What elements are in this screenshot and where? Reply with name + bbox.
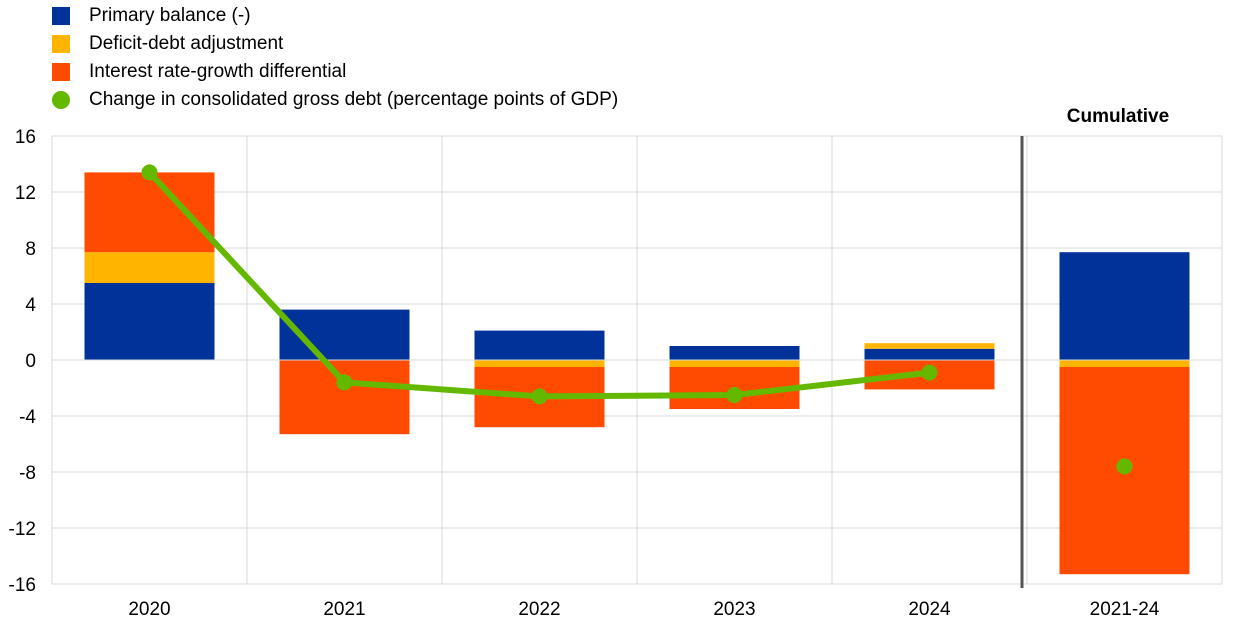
x-tick-label: 2020 <box>128 599 170 620</box>
bar-segment <box>474 330 605 360</box>
y-tick-label: 16 <box>15 127 36 148</box>
x-tick-label: 2021-24 <box>1090 599 1160 620</box>
y-tick-label: 8 <box>25 239 36 260</box>
bar-segment <box>669 346 800 360</box>
debt-change-point <box>531 388 548 405</box>
debt-change-point <box>726 387 743 403</box>
x-axis: 2020 2021 2022 2023 2024 2021-24 <box>128 599 1159 620</box>
legend-item: Deficit-debt adjustment <box>52 30 618 58</box>
legend-label: Deficit-debt adjustment <box>89 33 284 54</box>
y-tick-label: -8 <box>19 463 36 484</box>
legend-label: Change in consolidated gross debt (perce… <box>89 89 619 110</box>
y-tick-label: -4 <box>19 407 36 428</box>
bar-segment <box>279 360 410 435</box>
debt-change-point <box>1116 458 1133 475</box>
bar-segment <box>84 172 215 253</box>
bar-segment <box>474 360 605 367</box>
legend-swatch <box>52 35 70 53</box>
y-tick-label: 0 <box>25 351 36 372</box>
y-axis: 16 12 8 4 0 -4 -8 -12 -16 <box>9 127 37 596</box>
legend-label: Interest rate-growth differential <box>89 61 347 82</box>
debt-change-line <box>141 164 1133 475</box>
bar-segment <box>864 343 995 349</box>
cumulative-label: Cumulative <box>1067 106 1169 127</box>
y-tick-label: 4 <box>25 295 36 316</box>
legend-label: Primary balance (-) <box>89 5 251 26</box>
x-tick-label: 2024 <box>908 599 951 620</box>
debt-change-point <box>921 364 938 381</box>
bar-segment <box>1059 360 1190 367</box>
bar-segment <box>864 348 995 360</box>
x-tick-label: 2023 <box>713 599 755 620</box>
legend-item: Interest rate-growth differential <box>52 58 618 86</box>
x-tick-label: 2022 <box>518 599 560 620</box>
debt-change-point <box>336 374 353 391</box>
debt-change-point <box>141 164 158 181</box>
y-tick-label: -16 <box>9 575 36 596</box>
legend-swatch <box>52 63 70 81</box>
bar-segment <box>669 360 800 367</box>
x-tick-label: 2021 <box>323 599 365 620</box>
y-tick-label: -12 <box>9 519 36 540</box>
legend-swatch <box>52 7 70 25</box>
bar-segment <box>84 252 215 283</box>
bar-segment <box>1059 252 1190 360</box>
legend-marker <box>52 91 70 109</box>
bar-segment <box>84 283 215 360</box>
legend: Primary balance (-) Deficit-debt adjustme… <box>52 2 618 114</box>
y-tick-label: 12 <box>15 183 36 204</box>
legend-item: Primary balance (-) <box>52 2 618 30</box>
legend-item: Change in consolidated gross debt (perce… <box>52 86 618 114</box>
